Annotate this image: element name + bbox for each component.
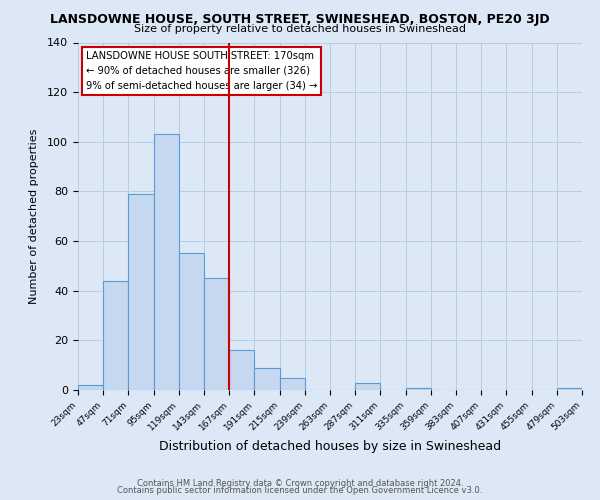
Bar	[204, 278, 229, 390]
Text: Contains HM Land Registry data © Crown copyright and database right 2024.: Contains HM Land Registry data © Crown c…	[137, 478, 463, 488]
Text: Contains public sector information licensed under the Open Government Licence v3: Contains public sector information licen…	[118, 486, 482, 495]
Bar	[128, 194, 154, 390]
Text: LANSDOWNE HOUSE, SOUTH STREET, SWINESHEAD, BOSTON, PE20 3JD: LANSDOWNE HOUSE, SOUTH STREET, SWINESHEA…	[50, 12, 550, 26]
Bar	[103, 281, 128, 390]
Bar	[406, 388, 431, 390]
Bar	[78, 385, 103, 390]
Y-axis label: Number of detached properties: Number of detached properties	[29, 128, 39, 304]
Bar	[179, 254, 204, 390]
Bar	[355, 382, 380, 390]
Bar	[229, 350, 254, 390]
Bar	[254, 368, 280, 390]
Bar	[154, 134, 179, 390]
Text: LANSDOWNE HOUSE SOUTH STREET: 170sqm
← 90% of detached houses are smaller (326)
: LANSDOWNE HOUSE SOUTH STREET: 170sqm ← 9…	[86, 51, 317, 91]
Text: Size of property relative to detached houses in Swineshead: Size of property relative to detached ho…	[134, 24, 466, 34]
Bar	[280, 378, 305, 390]
X-axis label: Distribution of detached houses by size in Swineshead: Distribution of detached houses by size …	[159, 440, 501, 453]
Bar	[557, 388, 582, 390]
